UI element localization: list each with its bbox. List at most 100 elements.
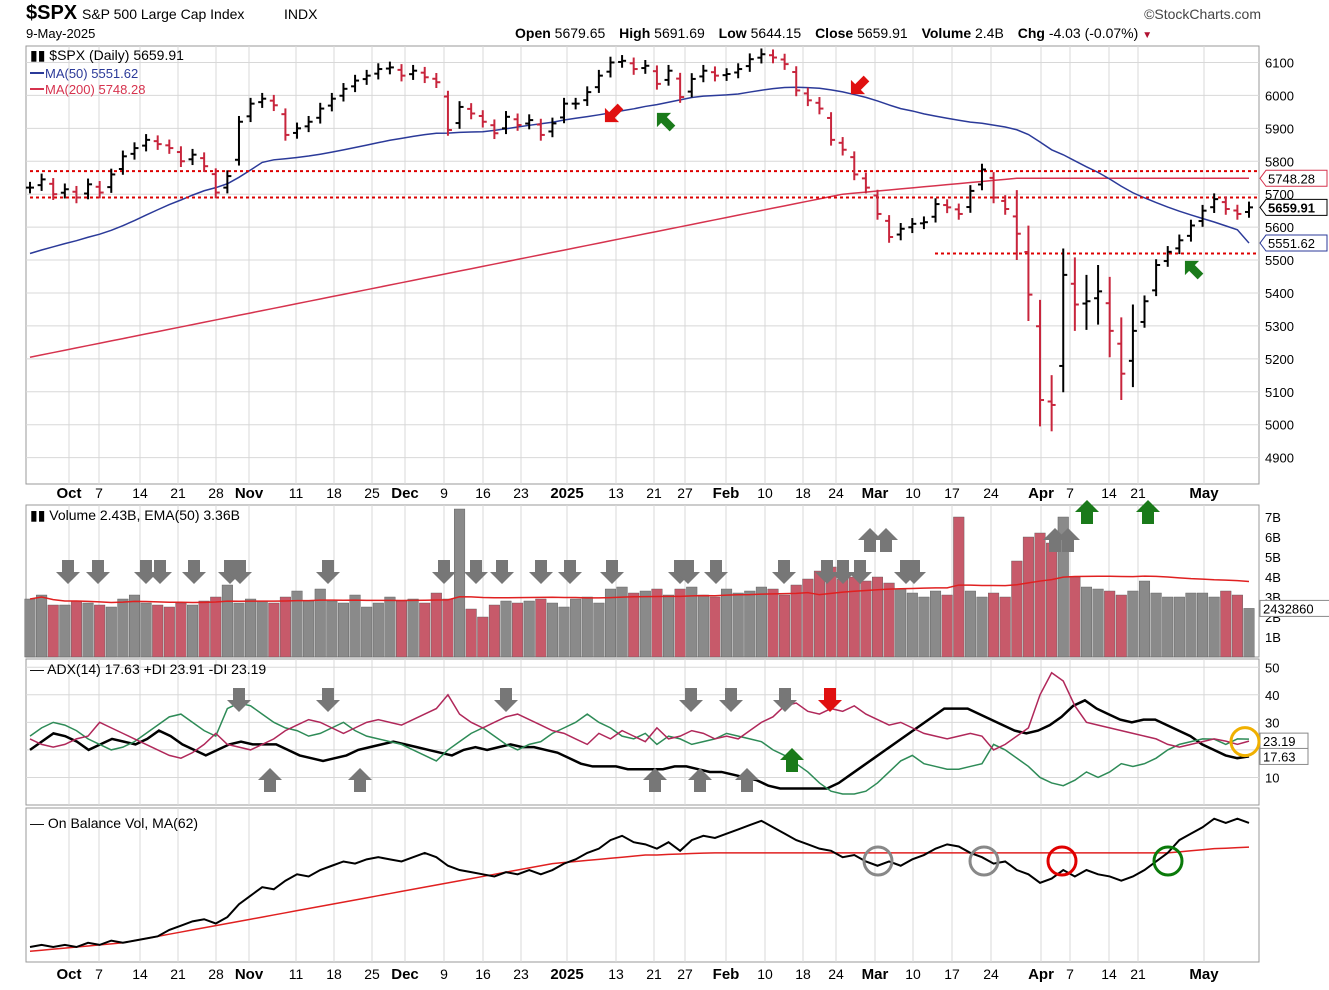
x-axis-label: Oct bbox=[56, 966, 81, 983]
price-tick-label: 5800 bbox=[1265, 154, 1294, 169]
price-marker-tag bbox=[1259, 234, 1328, 252]
price-tick-label: 5100 bbox=[1265, 385, 1294, 400]
volume-bar bbox=[1011, 560, 1023, 658]
x-axis-label: 7 bbox=[95, 966, 103, 982]
gray-arrow-icon bbox=[874, 528, 898, 552]
volume-bar bbox=[686, 586, 698, 658]
volume-bar bbox=[744, 590, 756, 658]
volume-bar bbox=[988, 592, 1000, 658]
price-tick-label: 5900 bbox=[1265, 121, 1294, 136]
x-axis-label: 27 bbox=[677, 485, 693, 501]
x-axis-label: 18 bbox=[795, 966, 811, 982]
gray-arrow-icon bbox=[494, 688, 518, 712]
volume-bar bbox=[964, 590, 976, 658]
x-axis-label: Nov bbox=[235, 485, 264, 502]
price-legend-title: ▮▮ $SPX (Daily) 5659.91 bbox=[30, 47, 184, 63]
volume-bar bbox=[1046, 542, 1058, 658]
gray-arrow-icon bbox=[688, 768, 712, 792]
x-axis-label: 28 bbox=[208, 485, 224, 501]
volume-bar bbox=[128, 594, 140, 658]
x-axis-label: 16 bbox=[475, 966, 491, 982]
volume-bar bbox=[70, 600, 82, 658]
volume-bar bbox=[883, 582, 895, 658]
adx-tick-label: 50 bbox=[1265, 660, 1279, 675]
x-axis-label: 10 bbox=[905, 485, 921, 501]
price-marker-tag bbox=[1259, 198, 1328, 216]
green-arrow-icon bbox=[656, 112, 676, 132]
x-axis-label: 17 bbox=[944, 485, 960, 501]
volume-bar bbox=[871, 576, 884, 658]
x-axis-label: Oct bbox=[56, 485, 81, 502]
volume-bar bbox=[1080, 586, 1092, 658]
volume-bar bbox=[930, 590, 942, 658]
volume-bar bbox=[546, 602, 558, 658]
volume-bar bbox=[198, 600, 210, 658]
gray-arrow-icon bbox=[719, 688, 743, 712]
volume-bar bbox=[94, 604, 106, 658]
x-axis-label: 27 bbox=[677, 966, 693, 982]
volume-bar bbox=[1127, 590, 1139, 658]
price-tick-label: 5200 bbox=[1265, 352, 1294, 367]
volume-bar bbox=[709, 596, 721, 658]
gray-arrow-icon bbox=[704, 560, 728, 584]
volume-tick-label: 1B bbox=[1265, 630, 1281, 645]
volume-bar bbox=[628, 592, 640, 658]
volume-bar bbox=[500, 600, 512, 658]
volume-bar bbox=[512, 602, 524, 658]
volume-bar bbox=[372, 602, 384, 658]
volume-bar bbox=[535, 598, 547, 658]
volume-bar bbox=[454, 508, 466, 658]
volume-bar bbox=[593, 602, 605, 658]
x-axis-label: 17 bbox=[944, 966, 960, 982]
volume-bar bbox=[465, 608, 477, 658]
volume-bar bbox=[245, 598, 257, 658]
ma50-legend-label: MA(50) 5551.62 bbox=[45, 66, 138, 81]
x-axis-label: 10 bbox=[757, 485, 773, 501]
x-axis-label: 13 bbox=[608, 966, 624, 982]
volume-bar bbox=[82, 602, 94, 658]
volume-bar bbox=[442, 598, 454, 658]
x-axis-label: 23 bbox=[513, 966, 529, 982]
volume-bar bbox=[1150, 592, 1162, 658]
green-arrow-icon bbox=[1075, 500, 1099, 524]
index-name: S&P 500 Large Cap Index bbox=[82, 6, 245, 22]
price-tick-label: 5500 bbox=[1265, 253, 1294, 268]
volume-bar bbox=[604, 588, 616, 658]
volume-bar bbox=[1208, 596, 1220, 658]
price-panel-frame bbox=[25, 45, 1260, 485]
price-tick-label: 5600 bbox=[1265, 220, 1294, 235]
volume-bar bbox=[24, 598, 36, 658]
volume-bar bbox=[59, 604, 71, 658]
x-axis-label: 7 bbox=[1066, 966, 1074, 982]
gray-arrow-icon bbox=[676, 560, 700, 584]
x-axis-label: May bbox=[1189, 485, 1219, 502]
symbol-title: $SPX bbox=[26, 2, 78, 24]
volume-bar bbox=[1220, 590, 1232, 658]
exchange-label: INDX bbox=[284, 6, 318, 22]
volume-bar bbox=[918, 596, 930, 658]
gray-arrow-icon bbox=[490, 560, 514, 584]
x-axis-label: 21 bbox=[646, 485, 662, 501]
volume-tick-label: 5B bbox=[1265, 550, 1281, 565]
volume-bar bbox=[837, 578, 849, 658]
x-axis-label: 14 bbox=[132, 485, 148, 501]
source-credit[interactable]: ©StockCharts.com bbox=[1144, 6, 1261, 22]
volume-bar bbox=[303, 600, 315, 658]
volume-bar bbox=[1243, 608, 1255, 658]
volume-bar bbox=[396, 600, 408, 658]
highlight-circle bbox=[1046, 845, 1078, 877]
volume-bar bbox=[663, 594, 675, 658]
x-axis-label: 21 bbox=[170, 966, 186, 982]
adx-marker-label: 23.19 bbox=[1263, 734, 1296, 749]
adx-series-line bbox=[29, 702, 1250, 795]
volume-bar bbox=[732, 592, 744, 658]
volume-bar bbox=[1092, 588, 1104, 658]
volume-bar bbox=[1069, 576, 1081, 658]
gray-arrow-icon bbox=[831, 560, 855, 584]
volume-tick-label: 4B bbox=[1265, 570, 1281, 585]
price-marker-label: 5551.62 bbox=[1268, 236, 1315, 251]
price-tick-label: 4900 bbox=[1265, 451, 1294, 466]
volume-bar bbox=[674, 588, 686, 658]
x-axis-label: 18 bbox=[326, 966, 342, 982]
